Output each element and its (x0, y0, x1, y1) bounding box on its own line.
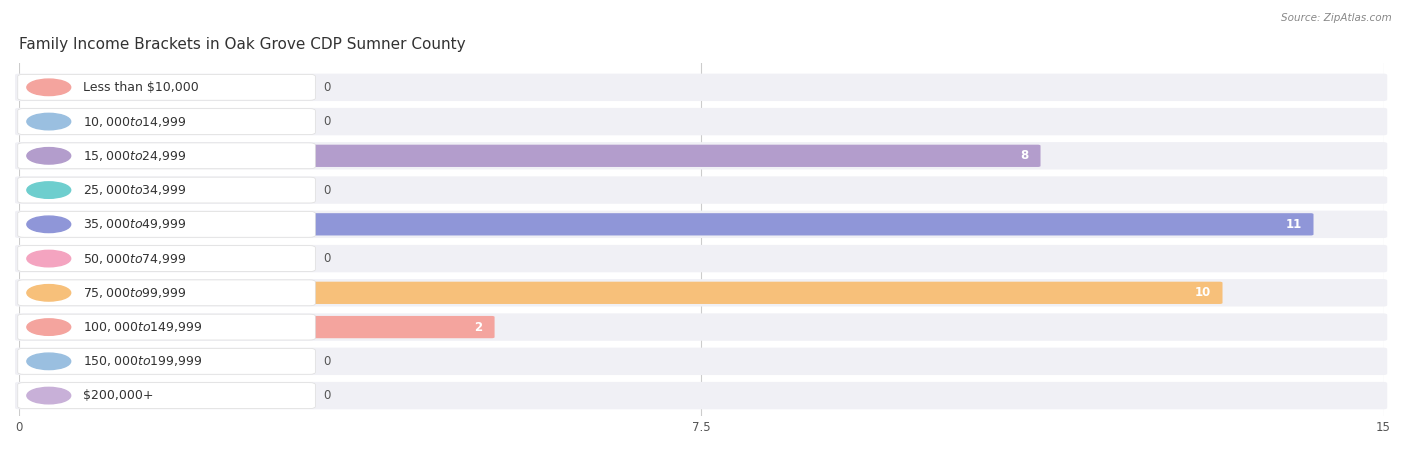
FancyBboxPatch shape (18, 280, 315, 306)
Circle shape (27, 182, 70, 198)
Text: 0: 0 (323, 389, 330, 402)
Circle shape (27, 148, 70, 164)
FancyBboxPatch shape (18, 75, 315, 100)
Text: 0: 0 (323, 355, 330, 368)
Circle shape (27, 353, 70, 370)
FancyBboxPatch shape (15, 382, 1388, 409)
Circle shape (27, 319, 70, 335)
FancyBboxPatch shape (18, 211, 315, 237)
FancyBboxPatch shape (15, 245, 1388, 272)
Text: 0: 0 (323, 184, 330, 197)
Circle shape (27, 216, 70, 233)
FancyBboxPatch shape (15, 108, 1388, 135)
FancyBboxPatch shape (307, 282, 1222, 304)
FancyBboxPatch shape (15, 176, 1388, 204)
FancyBboxPatch shape (18, 314, 315, 340)
Text: Less than $10,000: Less than $10,000 (83, 81, 200, 94)
FancyBboxPatch shape (15, 74, 1388, 101)
FancyBboxPatch shape (15, 279, 1388, 307)
Text: 11: 11 (1285, 218, 1302, 231)
Text: 8: 8 (1021, 150, 1029, 163)
Text: $35,000 to $49,999: $35,000 to $49,999 (83, 217, 187, 231)
FancyBboxPatch shape (15, 348, 1388, 375)
FancyBboxPatch shape (15, 211, 1388, 238)
Text: $100,000 to $149,999: $100,000 to $149,999 (83, 320, 202, 334)
Text: 0: 0 (323, 81, 330, 94)
Text: 0: 0 (323, 252, 330, 265)
FancyBboxPatch shape (18, 246, 315, 272)
FancyBboxPatch shape (18, 109, 315, 134)
Circle shape (27, 285, 70, 301)
FancyBboxPatch shape (18, 177, 315, 203)
Circle shape (27, 113, 70, 130)
Circle shape (27, 79, 70, 96)
FancyBboxPatch shape (15, 313, 1388, 341)
Text: $25,000 to $34,999: $25,000 to $34,999 (83, 183, 187, 197)
FancyBboxPatch shape (307, 316, 495, 338)
Text: 2: 2 (475, 321, 482, 334)
Text: $50,000 to $74,999: $50,000 to $74,999 (83, 251, 187, 265)
Text: Source: ZipAtlas.com: Source: ZipAtlas.com (1281, 13, 1392, 23)
FancyBboxPatch shape (307, 145, 1040, 167)
FancyBboxPatch shape (18, 348, 315, 374)
Text: $10,000 to $14,999: $10,000 to $14,999 (83, 114, 187, 128)
FancyBboxPatch shape (307, 213, 1313, 235)
Circle shape (27, 387, 70, 404)
Text: $200,000+: $200,000+ (83, 389, 153, 402)
Text: 0: 0 (323, 115, 330, 128)
FancyBboxPatch shape (18, 383, 315, 409)
Text: $15,000 to $24,999: $15,000 to $24,999 (83, 149, 187, 163)
Text: $150,000 to $199,999: $150,000 to $199,999 (83, 354, 202, 368)
Text: $75,000 to $99,999: $75,000 to $99,999 (83, 286, 187, 300)
Text: Family Income Brackets in Oak Grove CDP Sumner County: Family Income Brackets in Oak Grove CDP … (18, 37, 465, 53)
FancyBboxPatch shape (18, 143, 315, 169)
FancyBboxPatch shape (15, 142, 1388, 170)
Text: 10: 10 (1195, 286, 1211, 299)
Circle shape (27, 251, 70, 267)
